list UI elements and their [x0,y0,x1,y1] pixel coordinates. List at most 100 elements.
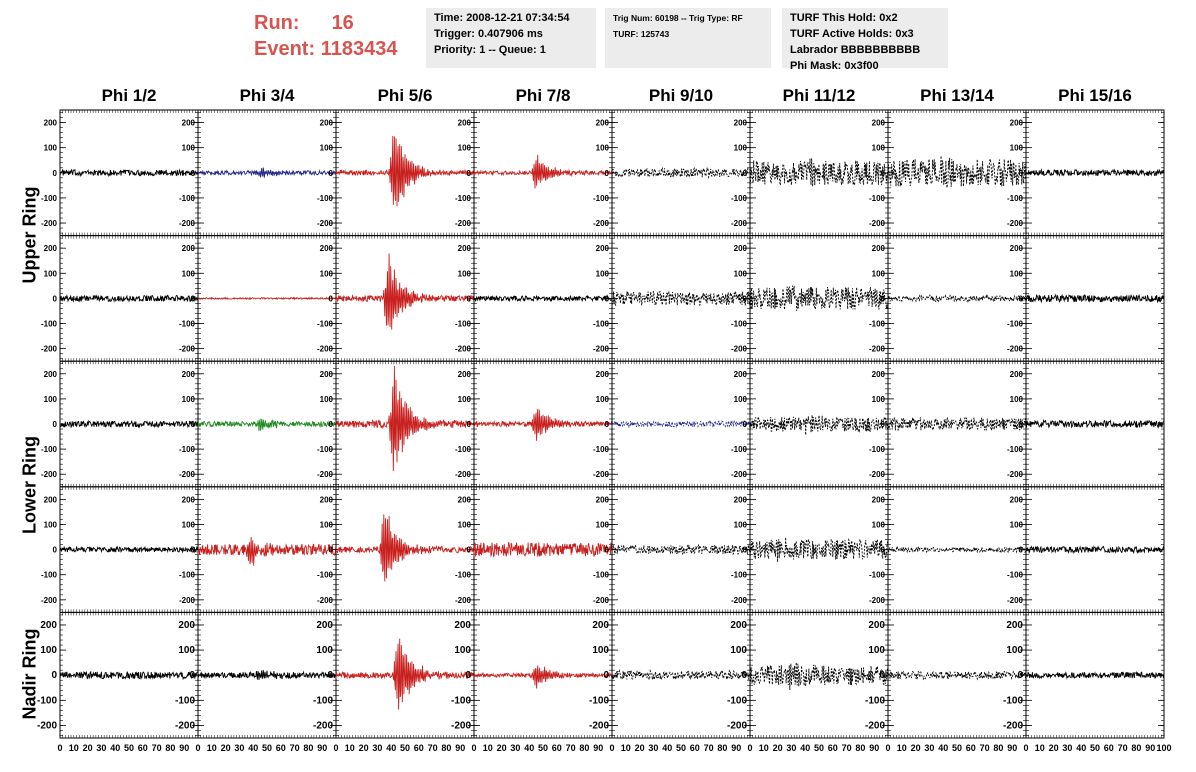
y-tick-label: -100 [1007,320,1024,329]
y-tick-label: 200 [44,244,58,253]
column-header-phi-3-4: Phi 3/4 [239,86,295,105]
y-tick-label: 0 [53,169,58,178]
waveform-r0-c4 [611,166,751,179]
panel-frame-r0-c4 [611,109,751,237]
y-tick-label: -100 [179,571,196,580]
y-tick-label: 200 [1010,244,1024,253]
waveform-r1-c0 [59,294,199,303]
y-tick-label: 0 [605,546,610,555]
waveform-r2-c2 [335,365,475,472]
y-tick-label: -200 [317,219,334,228]
y-tick-label: 200 [44,495,58,504]
y-tick-label: 100 [182,520,196,529]
y-tick-label: -200 [317,596,334,605]
waveform-r3-c3 [473,541,613,558]
waveform-r2-c5 [749,414,889,436]
waveform-r0-c3 [473,154,613,189]
priority-line: Priority: 1 -- Queue: 1 [434,44,546,56]
y-tick-label: 0 [191,169,196,178]
y-tick-label: 0 [881,420,886,429]
y-tick-label: 0 [467,546,472,555]
y-tick-label: 200 [734,370,748,379]
y-tick-label: 100 [458,144,472,153]
turf-active-line: TURF Active Holds: 0x3 [790,28,914,40]
y-tick-label: -100 [455,571,472,580]
y-tick-label: 100 [596,269,610,278]
y-tick-label: 0 [1019,294,1024,303]
y-tick-label: 100 [320,269,334,278]
waveform-r1-c6 [887,294,1027,303]
y-tick-label: 0 [605,169,610,178]
y-tick-label: -200 [593,596,610,605]
y-tick-label: 100 [1010,269,1024,278]
y-tick-label: -200 [869,470,886,479]
waveform-r1-c5 [749,285,889,311]
y-tick-label: 0 [881,169,886,178]
y-tick-label: -100 [317,194,334,203]
y-tick-label: 0 [191,294,196,303]
y-tick-label: -100 [179,194,196,203]
y-tick-label: 200 [734,119,748,128]
y-tick-label: 0 [467,294,472,303]
y-tick-label: 100 [44,144,58,153]
y-tick-label: 100 [734,269,748,278]
y-tick-label: -100 [593,194,610,203]
y-tick-label: -200 [593,345,610,354]
y-tick-label: 200 [872,370,886,379]
waveform-r2-c0 [59,419,199,429]
y-tick-label: 100 [44,520,58,529]
y-tick-label: -200 [593,219,610,228]
y-tick-label: 0 [743,420,748,429]
y-tick-label: 0 [743,169,748,178]
y-tick-label: -100 [317,320,334,329]
y-tick-label: 100 [320,144,334,153]
waveform-r3-c5 [749,537,889,563]
y-tick-label: 100 [458,520,472,529]
y-tick-label: 0 [329,294,334,303]
waveform-r1-c4 [611,290,751,307]
y-tick-label: 200 [458,119,472,128]
y-tick-label: -100 [869,445,886,454]
phi-mask-line: Phi Mask: 0x3f00 [790,60,879,72]
panel-frame-r3-c4 [611,486,751,613]
y-tick-label: -100 [179,445,196,454]
column-header-phi-7-8: Phi 7/8 [515,86,571,105]
y-tick-label: -100 [41,194,58,203]
y-tick-label: -200 [731,470,748,479]
y-tick-label: 200 [320,495,334,504]
y-tick-label: -200 [1007,470,1024,479]
waveform-r0-c5 [749,158,889,187]
y-tick-label: -200 [179,596,196,605]
waveform-r2-c3 [473,408,613,441]
y-tick-label: 200 [1010,370,1024,379]
y-tick-label: 100 [320,520,334,529]
y-tick-label: 100 [596,144,610,153]
waveform-r3-c4 [611,543,751,556]
column-header-phi-11-12: Phi 11/12 [782,86,856,105]
y-tick-label: -200 [731,219,748,228]
y-tick-label: 0 [1019,169,1024,178]
y-tick-label: -200 [41,345,58,354]
y-tick-label: 200 [458,244,472,253]
y-tick-label: 100 [182,395,196,404]
waveform-r3-c1 [197,536,337,566]
y-tick-label: -100 [179,320,196,329]
y-tick-label: 200 [320,119,334,128]
column-header-phi-5-6: Phi 5/6 [377,86,433,105]
y-tick-label: -200 [731,596,748,605]
waveform-r0-c0 [59,168,199,178]
y-tick-label: 0 [329,546,334,555]
y-tick-label: 200 [596,370,610,379]
y-tick-label: -200 [455,219,472,228]
turf-line: TURF: 125743 [613,29,670,39]
waveform-r0-c1 [197,167,337,178]
y-tick-label: 200 [458,495,472,504]
time-line: Time: 2008-12-21 07:34:54 [434,12,570,24]
waveform-r2-c7 [1025,419,1165,429]
y-tick-label: 100 [734,395,748,404]
y-tick-label: 100 [458,269,472,278]
y-tick-label: 100 [872,269,886,278]
event-label: Event: [254,38,316,60]
y-tick-label: -100 [593,445,610,454]
y-tick-label: 100 [872,144,886,153]
